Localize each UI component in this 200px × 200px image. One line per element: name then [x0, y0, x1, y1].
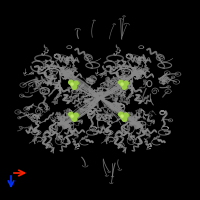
Circle shape	[71, 115, 73, 117]
Circle shape	[121, 115, 123, 117]
Circle shape	[73, 112, 79, 118]
Circle shape	[71, 83, 73, 85]
Circle shape	[71, 116, 77, 122]
Circle shape	[68, 112, 74, 117]
Circle shape	[120, 82, 126, 88]
Circle shape	[120, 114, 126, 120]
Circle shape	[118, 112, 124, 117]
Circle shape	[121, 116, 127, 122]
Circle shape	[118, 80, 124, 85]
Circle shape	[70, 82, 76, 88]
Circle shape	[70, 114, 76, 120]
Circle shape	[73, 80, 79, 86]
Circle shape	[121, 83, 123, 85]
Circle shape	[121, 84, 127, 90]
Circle shape	[68, 80, 74, 85]
Circle shape	[71, 84, 77, 90]
Circle shape	[123, 112, 129, 118]
Circle shape	[123, 80, 129, 86]
